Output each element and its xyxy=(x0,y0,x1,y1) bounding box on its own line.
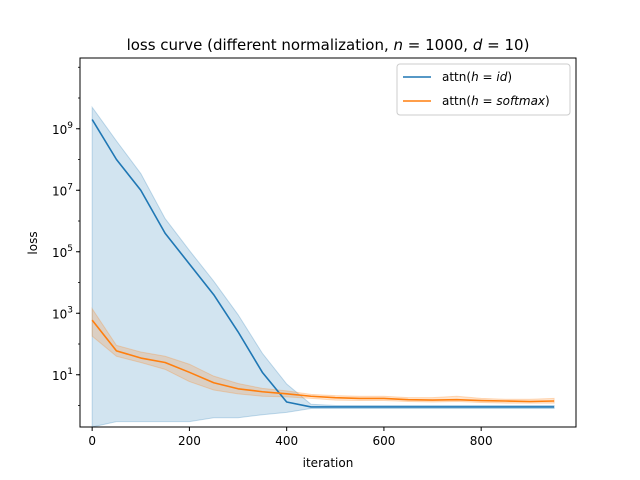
x-tick-label: 200 xyxy=(178,434,201,448)
x-tick-label: 800 xyxy=(470,434,493,448)
plot-frame xyxy=(79,57,577,428)
x-tick-label: 0 xyxy=(88,434,96,448)
confidence-bands xyxy=(91,105,555,427)
line-attn-id xyxy=(91,119,555,408)
legend-box xyxy=(396,63,571,116)
y-axis-ticks: 101 103 105 107 109 xyxy=(52,66,80,406)
x-tick-label: 400 xyxy=(275,434,298,448)
line-attn-softmax xyxy=(91,319,555,403)
y-axis-label: loss xyxy=(26,231,40,254)
y-tick-label: 101 xyxy=(52,367,73,383)
y-tick-label: 107 xyxy=(52,182,73,198)
legend: attn(h = id) attn(h = softmax) xyxy=(396,63,571,116)
legend-label-attn-id: attn(h = id) xyxy=(442,70,512,84)
x-tick-label: 600 xyxy=(372,434,395,448)
series-lines xyxy=(91,119,555,408)
y-tick-label: 109 xyxy=(52,121,73,137)
legend-label-attn-softmax: attn(h = softmax) xyxy=(442,94,550,108)
x-axis-ticks: 0 200 400 600 800 xyxy=(88,427,493,448)
chart-title: loss curve (different normalization, n =… xyxy=(127,36,530,54)
y-tick-label: 103 xyxy=(52,305,73,321)
y-tick-label: 105 xyxy=(52,244,73,260)
band-attn-id xyxy=(91,105,555,427)
x-axis-label: iteration xyxy=(303,456,354,470)
